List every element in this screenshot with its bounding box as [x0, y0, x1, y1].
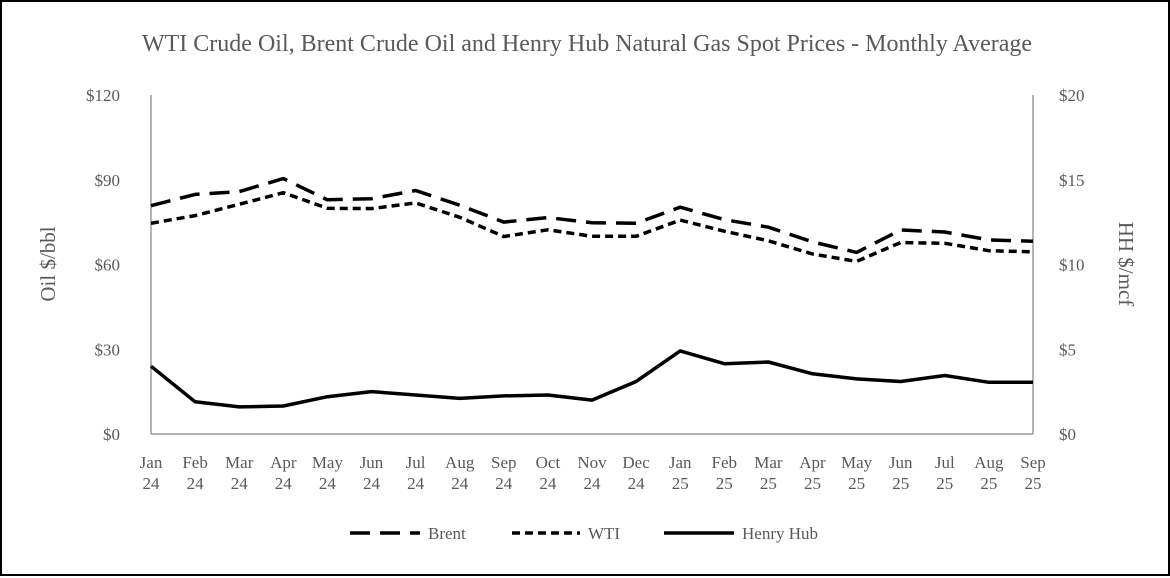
x-tick-label: Jun 24 [360, 453, 384, 493]
series-line-wti [150, 190, 1034, 264]
x-tick-label: May 25 [841, 453, 873, 493]
x-tick-label: Feb 25 [712, 453, 738, 493]
chart-title: WTI Crude Oil, Brent Crude Oil and Henry… [142, 31, 1032, 57]
x-tick-label: Mar 25 [754, 453, 783, 493]
x-tick-label: Jul 25 [935, 453, 955, 493]
legend: Brent WTI Henry Hub [350, 524, 818, 543]
left-y-tick-label: $30 [95, 340, 121, 359]
right-y-tick-label: $15 [1059, 171, 1085, 190]
x-tick-label: Sep 24 [491, 453, 517, 493]
x-tick-label: Aug 25 [974, 453, 1004, 493]
left-y-tick-label: $120 [86, 86, 120, 105]
x-tick-label: Nov 24 [577, 453, 607, 493]
x-tick-label: Sep 25 [1020, 453, 1046, 493]
left-y-tick-label: $0 [103, 425, 120, 444]
legend-label-wti: WTI [588, 524, 620, 543]
right-y-tick-label: $0 [1059, 425, 1076, 444]
right-y-tick-labels: $0 $5 $10 $15 $20 [1059, 86, 1085, 444]
right-y-tick-label: $10 [1059, 256, 1085, 275]
right-y-tick-label: $5 [1059, 340, 1076, 359]
x-tick-label: Dec 24 [622, 453, 650, 493]
legend-label-henry-hub: Henry Hub [742, 524, 818, 543]
x-tick-label: May 24 [312, 453, 344, 493]
x-tick-label: Jul 24 [406, 453, 426, 493]
x-tick-label: Mar 24 [225, 453, 254, 493]
x-tick-label: Aug 24 [445, 453, 475, 493]
x-tick-label: Apr 24 [270, 453, 297, 493]
right-y-axis-label: HH $/mcf [1114, 222, 1138, 307]
left-y-axis-label: Oil $/bbl [36, 226, 60, 301]
left-y-tick-label: $60 [95, 256, 121, 275]
x-tick-label: Oct 24 [536, 453, 561, 493]
x-tick-label: Jun 25 [889, 453, 913, 493]
series-line-brent [150, 176, 1034, 255]
x-tick-label: Apr 25 [799, 453, 826, 493]
x-tick-labels: Jan 24 Feb 24 Mar 24 Apr 24 May 24 Jun 24 Jul 24 Aug 24… [140, 453, 1046, 493]
x-tick-label: Jan 24 [140, 453, 163, 493]
series-line-henry-hub [149, 349, 1033, 409]
left-y-tick-label: $90 [95, 171, 121, 190]
legend-label-brent: Brent [428, 524, 466, 543]
series-lines [149, 176, 1034, 409]
x-tick-label: Jan 25 [669, 453, 692, 493]
right-y-tick-label: $20 [1059, 86, 1085, 105]
left-y-tick-labels: $0 $30 $60 $90 $120 [86, 86, 120, 444]
x-tick-label: Feb 24 [182, 453, 208, 493]
